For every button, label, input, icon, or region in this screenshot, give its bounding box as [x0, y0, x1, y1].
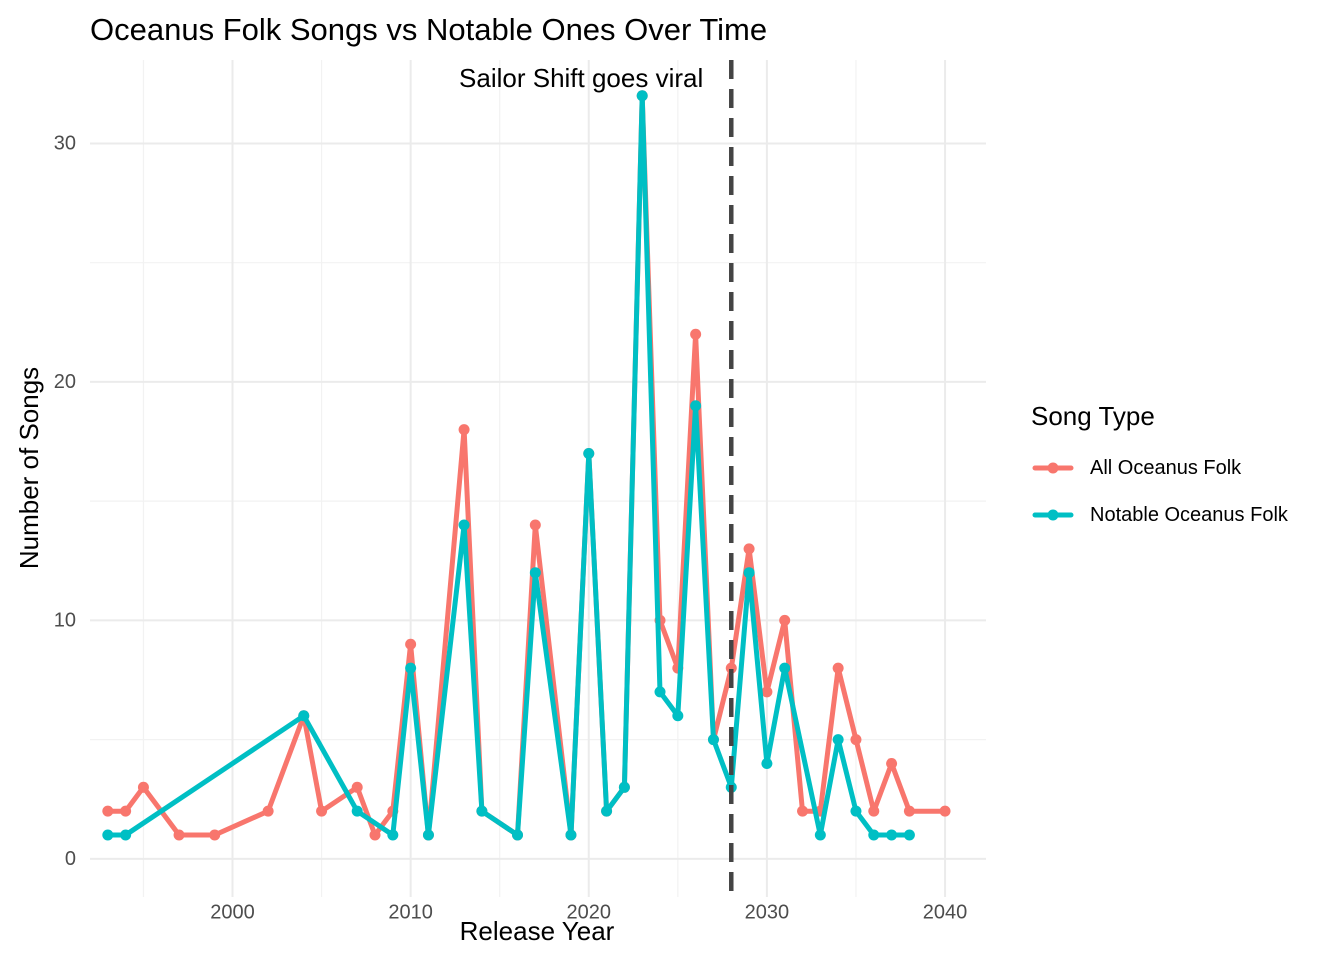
data-point-all-oceanus-folk	[173, 829, 185, 841]
data-point-notable-oceanus-folk	[814, 829, 826, 841]
data-point-notable-oceanus-folk	[565, 829, 577, 841]
data-point-notable-oceanus-folk	[868, 829, 880, 841]
data-point-notable-oceanus-folk	[422, 829, 434, 841]
y-tick-label: 10	[54, 609, 76, 631]
data-point-notable-oceanus-folk	[636, 90, 648, 102]
legend: Song Type All Oceanus Folk Notable Oceanu…	[1031, 401, 1289, 526]
data-point-notable-oceanus-folk	[512, 829, 524, 841]
data-point-notable-oceanus-folk	[298, 710, 310, 722]
y-tick-label: 0	[65, 848, 76, 870]
legend-items: All Oceanus Folk Notable Oceanus Folk	[1032, 457, 1289, 526]
minor-gridlines	[90, 60, 986, 897]
series-layer	[102, 90, 951, 841]
x-tick-label: 2010	[388, 902, 433, 924]
x-axis-title: Release Year	[460, 916, 615, 946]
series-line-notable-oceanus-folk	[105, 93, 912, 838]
x-tick-label: 2040	[923, 902, 968, 924]
data-point-notable-oceanus-folk	[583, 447, 595, 459]
legend-key-point	[1047, 462, 1059, 474]
data-point-all-oceanus-folk	[690, 328, 702, 340]
data-point-all-oceanus-folk	[458, 424, 470, 436]
data-point-notable-oceanus-folk	[654, 686, 666, 698]
data-point-notable-oceanus-folk	[405, 662, 417, 674]
legend-item: All Oceanus Folk	[1032, 457, 1242, 479]
data-point-all-oceanus-folk	[209, 829, 221, 841]
data-point-notable-oceanus-folk	[387, 829, 399, 841]
data-point-notable-oceanus-folk	[832, 734, 844, 746]
data-point-all-oceanus-folk	[761, 686, 773, 698]
data-point-all-oceanus-folk	[797, 805, 809, 817]
y-tick-label: 20	[54, 371, 76, 393]
data-point-all-oceanus-folk	[832, 662, 844, 674]
data-point-notable-oceanus-folk	[779, 662, 791, 674]
data-point-notable-oceanus-folk	[886, 829, 898, 841]
data-point-all-oceanus-folk	[725, 662, 737, 674]
chart-title: Oceanus Folk Songs vs Notable Ones Over …	[90, 12, 767, 47]
data-point-notable-oceanus-folk	[458, 519, 470, 531]
reference-line-layer: Sailor Shift goes viral	[459, 60, 734, 897]
data-point-notable-oceanus-folk	[529, 567, 541, 579]
data-point-all-oceanus-folk	[939, 805, 951, 817]
reference-line-label: Sailor Shift goes viral	[459, 63, 703, 93]
data-point-notable-oceanus-folk	[761, 757, 773, 769]
data-point-notable-oceanus-folk	[850, 805, 862, 817]
x-tick-label: 2030	[745, 902, 790, 924]
data-point-notable-oceanus-folk	[903, 829, 915, 841]
major-gridlines	[90, 60, 986, 897]
data-point-all-oceanus-folk	[262, 805, 274, 817]
data-point-all-oceanus-folk	[120, 805, 132, 817]
data-point-notable-oceanus-folk	[707, 734, 719, 746]
data-point-all-oceanus-folk	[102, 805, 114, 817]
data-point-notable-oceanus-folk	[672, 710, 684, 722]
data-point-all-oceanus-folk	[316, 805, 328, 817]
legend-key-point	[1047, 509, 1059, 521]
legend-label: Notable Oceanus Folk	[1090, 504, 1289, 526]
data-point-all-oceanus-folk	[868, 805, 880, 817]
y-axis-title: Number of Songs	[14, 367, 44, 569]
data-point-all-oceanus-folk	[137, 781, 149, 793]
data-point-notable-oceanus-folk	[120, 829, 132, 841]
data-point-notable-oceanus-folk	[601, 805, 613, 817]
data-point-notable-oceanus-folk	[618, 781, 630, 793]
data-point-notable-oceanus-folk	[690, 400, 702, 412]
x-tick-label: 2000	[210, 902, 255, 924]
data-point-all-oceanus-folk	[369, 829, 381, 841]
data-point-all-oceanus-folk	[850, 734, 862, 746]
data-point-all-oceanus-folk	[529, 519, 541, 531]
data-point-all-oceanus-folk	[743, 543, 755, 555]
legend-label: All Oceanus Folk	[1090, 457, 1242, 479]
data-point-all-oceanus-folk	[405, 638, 417, 650]
data-point-all-oceanus-folk	[779, 614, 791, 626]
data-point-all-oceanus-folk	[886, 757, 898, 769]
x-tick-label: 2020	[567, 902, 612, 924]
legend-title: Song Type	[1031, 401, 1155, 431]
data-point-all-oceanus-folk	[903, 805, 915, 817]
data-point-notable-oceanus-folk	[476, 805, 488, 817]
data-point-notable-oceanus-folk	[102, 829, 114, 841]
data-point-all-oceanus-folk	[351, 781, 363, 793]
legend-item: Notable Oceanus Folk	[1032, 504, 1289, 526]
data-point-notable-oceanus-folk	[743, 567, 755, 579]
y-tick-label: 30	[54, 132, 76, 154]
data-point-notable-oceanus-folk	[351, 805, 363, 817]
